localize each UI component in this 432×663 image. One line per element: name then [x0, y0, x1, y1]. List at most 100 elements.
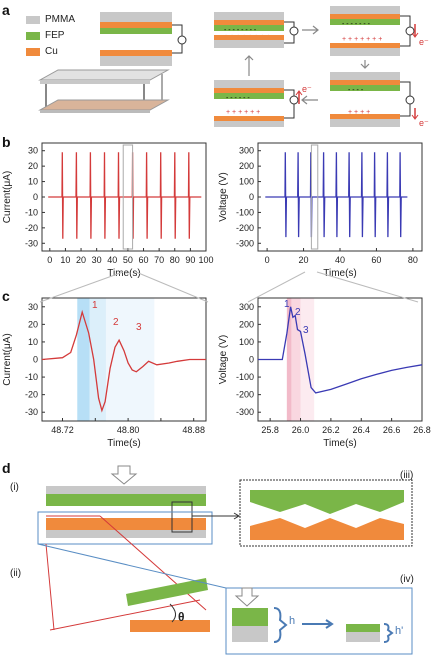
x-axis-label: Time(s) — [323, 438, 357, 449]
label-d-iv: (iv) — [400, 574, 414, 585]
y-tick-label: 10 — [28, 337, 38, 347]
electron-label-2: e⁻ — [419, 118, 429, 128]
x-tick-label: 60 — [139, 255, 149, 265]
y-tick-label: 300 — [239, 146, 254, 156]
x-tick-label: 10 — [60, 255, 70, 265]
series-line — [265, 152, 408, 238]
svg-text:- - - - - - - -: - - - - - - - - — [224, 27, 257, 34]
chart-b-voltage: -300 -200 -100 0 100 200 300 0 20 40 60 80 Time(s) Vo… — [218, 142, 423, 279]
y-tick-label: 300 — [239, 302, 254, 312]
legend-label: FEP — [45, 30, 65, 41]
y-tick-label: -20 — [25, 223, 38, 233]
zoom-box — [310, 144, 319, 250]
press-arrow-small-icon — [234, 587, 260, 607]
svg-text:- - - - - - -: - - - - - - - — [342, 21, 371, 28]
label-theta: θ — [178, 610, 185, 624]
label-d-iii: (iii) — [400, 470, 414, 481]
x-tick-label: 26.8 — [413, 425, 431, 435]
x-tick-label: 48.88 — [182, 425, 205, 435]
shaded-region — [286, 298, 292, 421]
cycle-state-4: - - - - - - + + + + + + — [214, 80, 299, 127]
panel-label-a: a — [2, 2, 10, 18]
x-tick-label: 20 — [76, 255, 86, 265]
shaded-region — [105, 298, 155, 421]
peak-label-1-c1: 1 — [92, 300, 98, 311]
svg-text:+ + + + + + +: + + + + + + + — [342, 36, 382, 43]
y-tick-label: 100 — [239, 337, 254, 347]
x-tick-label: 25.8 — [261, 425, 279, 435]
panel-a-schematic: - - - - - - - - + + + + + + + + - - - - … — [38, 6, 419, 127]
series-line — [258, 306, 423, 394]
chart-c-current: -30 -20 -10 0 10 20 30 48.72 48.80 48.88 Time(s) Cu… — [2, 297, 207, 449]
x-tick-label: 80 — [408, 255, 418, 265]
y-tick-label: -300 — [236, 407, 254, 417]
y-tick-label: -200 — [236, 390, 254, 400]
cycle-state-1: - - - - - - - - + + + + + + + + — [214, 12, 299, 48]
y-tick-label: 0 — [33, 192, 38, 202]
shaded-region — [77, 298, 90, 421]
y-tick-label: 100 — [239, 177, 254, 187]
shaded-region — [291, 298, 301, 421]
y-tick-label: -10 — [25, 207, 38, 217]
cycle-arrows — [244, 25, 370, 105]
shaded-region — [89, 298, 106, 421]
x-tick-label: 48.72 — [51, 425, 74, 435]
x-tick-label: 20 — [299, 255, 309, 265]
peak-label-3-c2: 3 — [303, 325, 309, 336]
y-tick-label: 200 — [239, 161, 254, 171]
label-d-ii: (ii) — [10, 568, 22, 579]
panel-d-schematic — [37, 465, 413, 655]
y-tick-label: -30 — [25, 407, 38, 417]
fep-swatch — [26, 31, 40, 40]
y-tick-label: 0 — [249, 355, 254, 365]
x-tick-label: 0 — [47, 255, 52, 265]
y-tick-label: -100 — [236, 207, 254, 217]
chart-b-current: -30 -20 -10 0 10 20 30 0 10 20 30 40 50 60 70 80 90 100 Ti… — [2, 142, 214, 279]
panel-label-d: d — [2, 460, 11, 476]
label-h-prime: h' — [395, 625, 404, 637]
shaded-region — [300, 298, 315, 421]
svg-text:+ + + +: + + + + — [348, 109, 370, 116]
electron-label-3: e⁻ — [302, 84, 312, 94]
y-tick-label: 30 — [28, 146, 38, 156]
legend-label: PMMA — [45, 14, 75, 25]
x-tick-label: 0 — [265, 255, 270, 265]
x-tick-label: 40 — [335, 255, 345, 265]
x-axis-label: Time(s) — [107, 438, 141, 449]
cu-swatch — [26, 47, 40, 56]
zoom-box — [122, 144, 134, 250]
svg-text:+ + + + + +: + + + + + + — [226, 109, 260, 116]
x-tick-label: 70 — [154, 255, 164, 265]
y-tick-label: -30 — [25, 238, 38, 248]
electron-arrows — [295, 24, 419, 120]
y-tick-label: 0 — [249, 192, 254, 202]
y-axis-label: Voltage (V) — [218, 172, 229, 221]
y-tick-label: -20 — [25, 390, 38, 400]
y-tick-label: 10 — [28, 177, 38, 187]
cycle-state-3: - - - - + + + + — [330, 72, 415, 127]
pmma-swatch — [26, 15, 40, 24]
x-tick-label: 100 — [198, 255, 213, 265]
x-tick-label: 60 — [371, 255, 381, 265]
electron-label-1: e⁻ — [419, 37, 429, 47]
panel-label-b: b — [2, 134, 11, 150]
y-tick-label: 30 — [28, 302, 38, 312]
y-tick-label: -10 — [25, 372, 38, 382]
legend-cu: Cu — [26, 46, 58, 57]
peak-label-1-c2: 1 — [284, 299, 290, 310]
y-tick-label: 200 — [239, 319, 254, 329]
y-tick-label: 20 — [28, 319, 38, 329]
y-axis-label: Voltage (V) — [218, 335, 229, 384]
device-3d — [38, 69, 170, 113]
y-axis-label: Current(μA) — [2, 333, 13, 385]
x-tick-label: 30 — [92, 255, 102, 265]
x-tick-label: 80 — [170, 255, 180, 265]
y-tick-label: -100 — [236, 372, 254, 382]
y-tick-label: -300 — [236, 238, 254, 248]
device-layers — [100, 12, 187, 66]
chart-c-voltage: -300 -200 -100 0 100 200 300 25.8 26.0 26.2 26.4 26… — [218, 297, 431, 449]
x-tick-label: 26.6 — [383, 425, 401, 435]
legend-label: Cu — [45, 46, 58, 57]
x-tick-label: 40 — [107, 255, 117, 265]
series-line — [48, 152, 202, 239]
